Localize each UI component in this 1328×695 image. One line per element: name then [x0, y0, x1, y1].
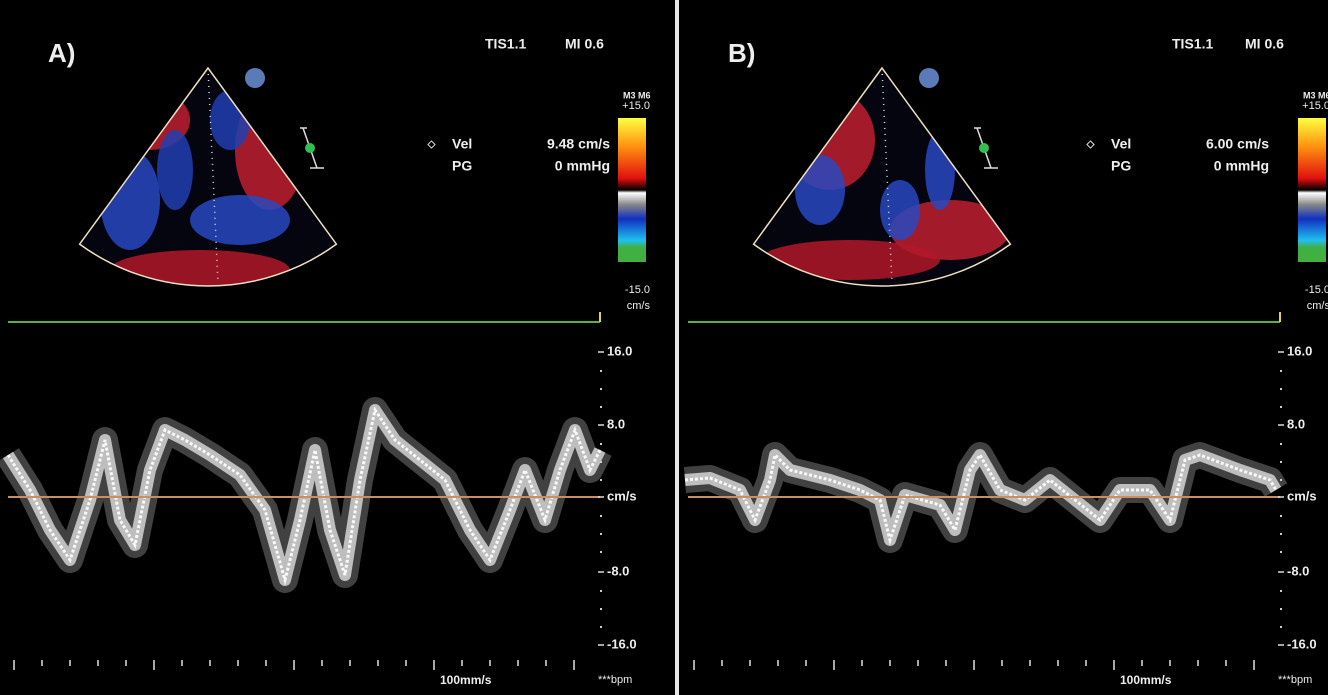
sample-gate [979, 143, 989, 153]
scale-dot [1280, 590, 1282, 592]
scale-dot [1280, 533, 1282, 535]
sweep-speed: 100mm/s [1120, 673, 1172, 687]
readout-value: 0 mmHg [1214, 158, 1269, 174]
panel-b: B) TIS1.1 MI 0.6 Vel 6.00 cm/s PG 0 mmHg M3 M6 +… [680, 0, 1328, 695]
tis-value: TIS1.1 [1172, 36, 1213, 52]
scale-dot [600, 590, 602, 592]
mi-value: MI 0.6 [565, 36, 604, 52]
readout-name: PG [452, 158, 472, 174]
sector-outline [752, 66, 1012, 287]
readout-diamond [1086, 140, 1095, 149]
color-bar-top: +15.0 [1302, 100, 1328, 112]
color-bar-bottom: -15.0 [1305, 284, 1328, 296]
scale-dot [600, 551, 602, 553]
probe-icon [919, 68, 939, 88]
color-bar-title: M3 M6 [623, 90, 651, 100]
scale-dot [600, 515, 602, 517]
scale-dot [1280, 551, 1282, 553]
readout-value: 0 mmHg [555, 158, 610, 174]
scale-dot [600, 388, 602, 390]
mi-value: MI 0.6 [1245, 36, 1284, 52]
color-bar-title: M3 M6 [1303, 90, 1328, 100]
flow-blob [760, 240, 940, 280]
flow-blob [940, 95, 980, 145]
scale-dot [1280, 515, 1282, 517]
doppler-trace [2, 404, 606, 586]
flow-blob [235, 90, 305, 210]
scale-dot [1280, 461, 1282, 463]
scale-label: -8.0 [1287, 563, 1309, 578]
color-bar-unit: cm/s [627, 300, 651, 312]
scale-dot [600, 406, 602, 408]
readout-value: 6.00 cm/s [1206, 136, 1269, 152]
color-bar-top: +15.0 [622, 100, 650, 112]
panel-a: A) TIS1.1 MI 0.6 Vel 9.48 cm/s PG 0 mmHg M3 M6 +… [0, 36, 651, 687]
color-bar-bottom: -15.0 [625, 284, 650, 296]
color-bar [618, 118, 646, 262]
readout-name: PG [1111, 158, 1131, 174]
flow-blob [795, 155, 845, 225]
scale-dot [1280, 406, 1282, 408]
divider [675, 0, 679, 695]
flow-blob [925, 130, 955, 210]
flow-blob [190, 195, 290, 245]
flow-blob [880, 180, 920, 240]
readout-name: Vel [452, 136, 472, 152]
scale-dot [1280, 388, 1282, 390]
scale-label: -16.0 [607, 636, 637, 651]
heart-rate: ***bpm [598, 674, 632, 686]
scale-dot [600, 626, 602, 628]
doppler-core [684, 451, 1278, 546]
scale-dot [1280, 370, 1282, 372]
flow-blob [157, 130, 193, 210]
scale-dot [600, 533, 602, 535]
scale-dot [600, 461, 602, 463]
scale-dot [600, 608, 602, 610]
scale-dot [1280, 608, 1282, 610]
scale-dot [600, 370, 602, 372]
scale-dot [1280, 443, 1282, 445]
scale-dot [600, 479, 602, 481]
sector-outline [78, 66, 338, 287]
panel-label: B) [728, 38, 755, 68]
flow-blob [110, 250, 290, 286]
scale-dot [600, 443, 602, 445]
scale-label: 8.0 [1287, 416, 1305, 431]
tis-value: TIS1.1 [485, 36, 526, 52]
readout-name: Vel [1111, 136, 1131, 152]
scale-label: cm/s [1287, 488, 1317, 503]
scale-dot [1280, 626, 1282, 628]
scale-label: 16.0 [1287, 343, 1312, 358]
scale-label: cm/s [607, 488, 637, 503]
sweep-speed: 100mm/s [440, 673, 492, 687]
readout-value: 9.48 cm/s [547, 136, 610, 152]
probe-icon [245, 68, 265, 88]
color-bar [1298, 118, 1326, 262]
panel-svg: A) TIS1.1 MI 0.6 Vel 9.48 cm/s PG 0 mmHg M3 M6+… [0, 36, 651, 687]
flow-blob [890, 200, 1010, 260]
color-bar-unit: cm/s [1307, 300, 1328, 312]
heart-rate: ***bpm [1278, 674, 1312, 686]
panel-label: A) [48, 38, 75, 68]
readout-diamond [427, 140, 436, 149]
panel-svg: B) TIS1.1 MI 0.6 Vel 6.00 cm/s PG 0 mmHg M3 M6+… [683, 36, 1328, 687]
scale-label: -8.0 [607, 563, 629, 578]
sample-gate [305, 143, 315, 153]
scale-dot [1280, 479, 1282, 481]
scale-label: 8.0 [607, 416, 625, 431]
scale-label: -16.0 [1287, 636, 1317, 651]
scale-label: 16.0 [607, 343, 632, 358]
flow-blob [100, 150, 160, 250]
